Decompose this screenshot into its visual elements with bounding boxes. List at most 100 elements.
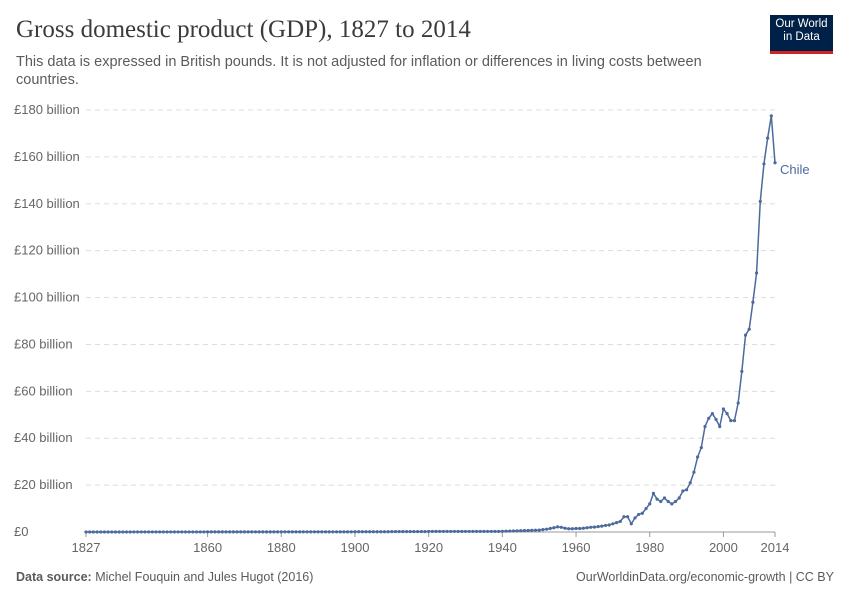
data-point [257, 530, 261, 534]
x-tick-label: 1960 [562, 540, 591, 555]
data-point [180, 530, 184, 534]
data-point [471, 529, 475, 534]
data-point [268, 530, 272, 534]
x-tick-label: 1940 [488, 540, 517, 555]
data-point [445, 529, 449, 534]
data-point [261, 530, 265, 534]
data-point [707, 416, 711, 420]
data-point [88, 530, 92, 534]
data-point [758, 199, 762, 204]
data-point [368, 530, 372, 534]
data-point [497, 529, 501, 534]
data-point [272, 530, 276, 534]
data-point [150, 530, 154, 534]
data-point [773, 161, 777, 165]
data-point [747, 327, 751, 331]
data-point [677, 496, 681, 500]
data-point [224, 530, 228, 534]
data-point [589, 525, 593, 529]
data-point [427, 529, 431, 534]
data-point [626, 515, 630, 519]
data-point [386, 530, 390, 534]
data-point [117, 530, 121, 534]
data-point [541, 528, 545, 532]
data-point [614, 521, 619, 525]
data-point [161, 530, 165, 534]
data-point [607, 523, 611, 527]
data-point [187, 530, 191, 534]
data-point [305, 530, 309, 534]
data-point [659, 499, 663, 504]
data-point [504, 529, 508, 533]
data-point [246, 530, 250, 534]
data-point [581, 526, 586, 530]
data-point [404, 529, 409, 534]
x-tick-label: 1827 [72, 540, 101, 555]
footer-link[interactable]: OurWorldinData.org/economic-growth | CC … [576, 570, 834, 584]
data-point [121, 530, 125, 534]
data-point [666, 499, 670, 504]
data-point [143, 530, 147, 534]
data-point [253, 530, 258, 534]
data-point [578, 526, 582, 531]
data-point [430, 529, 434, 534]
data-point [474, 529, 479, 534]
data-point [438, 529, 442, 534]
data-point [729, 419, 733, 423]
data-point [633, 516, 637, 520]
data-point [408, 529, 412, 534]
y-tick-label: £160 billion [14, 149, 80, 164]
x-tick-label: 1880 [267, 540, 296, 555]
data-point [460, 529, 464, 534]
data-point [135, 530, 140, 534]
data-point [331, 530, 335, 534]
data-point [353, 530, 357, 534]
y-tick-label: £120 billion [14, 243, 80, 258]
data-point [718, 424, 722, 429]
data-point [294, 530, 298, 534]
y-tick-label: £20 billion [14, 477, 73, 492]
owid-logo[interactable]: Our World in Data [770, 15, 833, 54]
data-point [217, 530, 221, 534]
x-tick-label: 1920 [414, 540, 443, 555]
data-point [309, 530, 313, 534]
data-point [360, 530, 364, 534]
data-point [600, 524, 604, 528]
data-point [172, 530, 177, 534]
data-point [264, 530, 269, 534]
data-point [235, 530, 239, 534]
data-point [592, 525, 597, 529]
data-point [147, 530, 151, 534]
x-tick-label: 2000 [709, 540, 738, 555]
y-tick-label: £180 billion [14, 102, 80, 117]
data-point [452, 529, 457, 534]
data-point [570, 527, 574, 531]
data-point [327, 530, 331, 534]
data-point [478, 529, 482, 534]
data-point [714, 417, 718, 422]
data-point [419, 529, 423, 534]
data-point [754, 271, 759, 275]
data-point [751, 300, 755, 304]
data-point [323, 530, 328, 534]
data-point [533, 528, 538, 532]
data-point [382, 530, 387, 534]
source-label: Data source: [16, 570, 92, 584]
data-point [548, 526, 552, 531]
x-tick-label: 1860 [193, 540, 222, 555]
data-point [489, 529, 493, 534]
data-point [412, 529, 416, 534]
data-point [158, 530, 162, 534]
data-point [132, 530, 136, 534]
y-tick-label: £100 billion [14, 290, 80, 305]
data-point [213, 530, 217, 534]
x-tick-label: 1900 [341, 540, 370, 555]
data-point [416, 529, 420, 534]
data-point [526, 528, 530, 533]
data-point [585, 526, 589, 530]
data-point [298, 530, 302, 534]
data-point [544, 527, 549, 531]
source-text[interactable]: Michel Fouquin and Jules Hugot (2016) [95, 570, 314, 584]
data-point [194, 530, 199, 534]
data-point [202, 530, 206, 534]
